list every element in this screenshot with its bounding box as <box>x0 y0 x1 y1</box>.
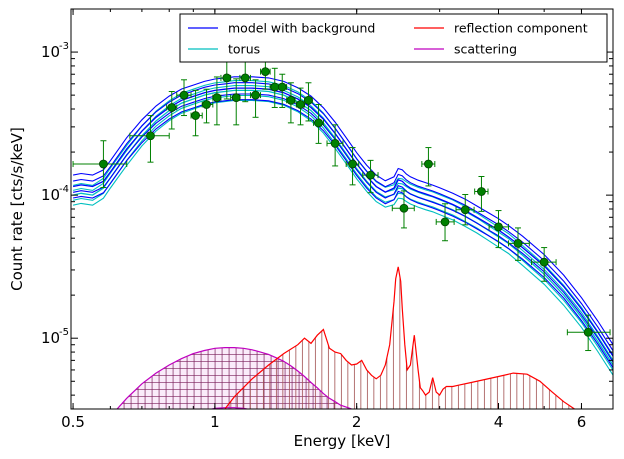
x-axis-label: Energy [keV] <box>294 432 391 450</box>
model-band-line <box>72 76 613 345</box>
data-point <box>212 76 222 126</box>
y-tick-exponent: -3 <box>59 41 69 52</box>
data-point <box>129 115 170 163</box>
torus-band-line <box>72 99 613 376</box>
data-marker <box>179 90 189 100</box>
data-marker <box>366 170 375 180</box>
data-point <box>530 247 557 282</box>
data-marker <box>304 95 313 105</box>
data-marker <box>399 203 409 213</box>
data-marker <box>583 327 593 337</box>
data-point <box>72 140 128 189</box>
data-point <box>277 73 288 108</box>
y-tick-label: 10 <box>41 186 60 204</box>
data-point <box>295 87 306 126</box>
reflection-line <box>224 266 575 409</box>
model-band-line <box>72 93 613 363</box>
data-marker <box>286 95 296 105</box>
data-marker <box>539 257 549 267</box>
y-tick-exponent: -5 <box>59 327 69 338</box>
data-marker <box>460 205 470 215</box>
data-point <box>176 79 192 117</box>
data-point <box>345 147 360 186</box>
x-tick-label: 0.5 <box>61 413 85 431</box>
x-tick-label: 6 <box>577 413 587 431</box>
data-point <box>421 147 436 187</box>
data-point <box>313 104 324 144</box>
model-band-line <box>72 82 613 351</box>
data-marker <box>260 67 270 77</box>
data-point <box>190 89 203 137</box>
scattering-line-upper <box>116 347 352 409</box>
data-marker <box>251 90 260 100</box>
data-point <box>260 54 271 90</box>
data-marker <box>202 100 211 109</box>
x-tick-label: 1 <box>210 413 220 431</box>
data-marker <box>222 73 232 83</box>
data-marker <box>167 103 177 112</box>
legend-box <box>179 13 608 63</box>
data-point <box>391 190 415 229</box>
data-point <box>455 194 475 226</box>
legend-entry-label: torus <box>228 42 260 57</box>
data-point <box>249 79 262 118</box>
data-marker <box>440 217 450 227</box>
data-marker <box>240 73 250 83</box>
data-point <box>326 124 344 167</box>
data-marker <box>191 111 200 120</box>
legend-entry-label: model with background <box>228 21 375 36</box>
data-marker <box>146 131 155 141</box>
model-band-line <box>72 99 613 368</box>
data-marker <box>277 82 287 92</box>
x-tick-label: 4 <box>494 413 504 431</box>
data-marker <box>348 159 357 169</box>
data-point <box>474 175 489 212</box>
y-axis-label: Count rate [cts/s/keV] <box>8 127 26 291</box>
data-point <box>239 60 251 103</box>
data-marker <box>494 222 503 232</box>
y-tick-label: 10 <box>41 329 60 347</box>
data-point <box>507 227 530 261</box>
data-marker <box>330 138 340 148</box>
legend-entry-label: scattering <box>454 42 517 57</box>
data-marker <box>424 159 433 169</box>
y-tick-label: 10 <box>41 43 60 61</box>
data-marker <box>477 187 486 196</box>
data-marker <box>99 159 108 169</box>
data-marker <box>296 100 305 109</box>
data-point <box>166 91 178 130</box>
data-point <box>201 88 214 124</box>
data-point <box>488 210 509 249</box>
data-point <box>304 82 313 122</box>
data-marker <box>231 93 241 103</box>
data-point <box>435 203 455 242</box>
data-point <box>230 78 241 126</box>
data-point <box>566 314 611 352</box>
data-marker <box>513 238 523 248</box>
data-marker <box>314 118 323 128</box>
legend-entry-label: reflection component <box>454 21 588 36</box>
legend: model with background reflection componen… <box>179 13 608 63</box>
x-tick-label: 2 <box>352 413 362 431</box>
y-tick-exponent: -4 <box>59 184 69 195</box>
data-marker <box>212 93 222 103</box>
data-point <box>362 159 379 194</box>
data-point <box>286 82 296 124</box>
scattering-band <box>117 347 352 409</box>
plot-area <box>71 9 613 409</box>
